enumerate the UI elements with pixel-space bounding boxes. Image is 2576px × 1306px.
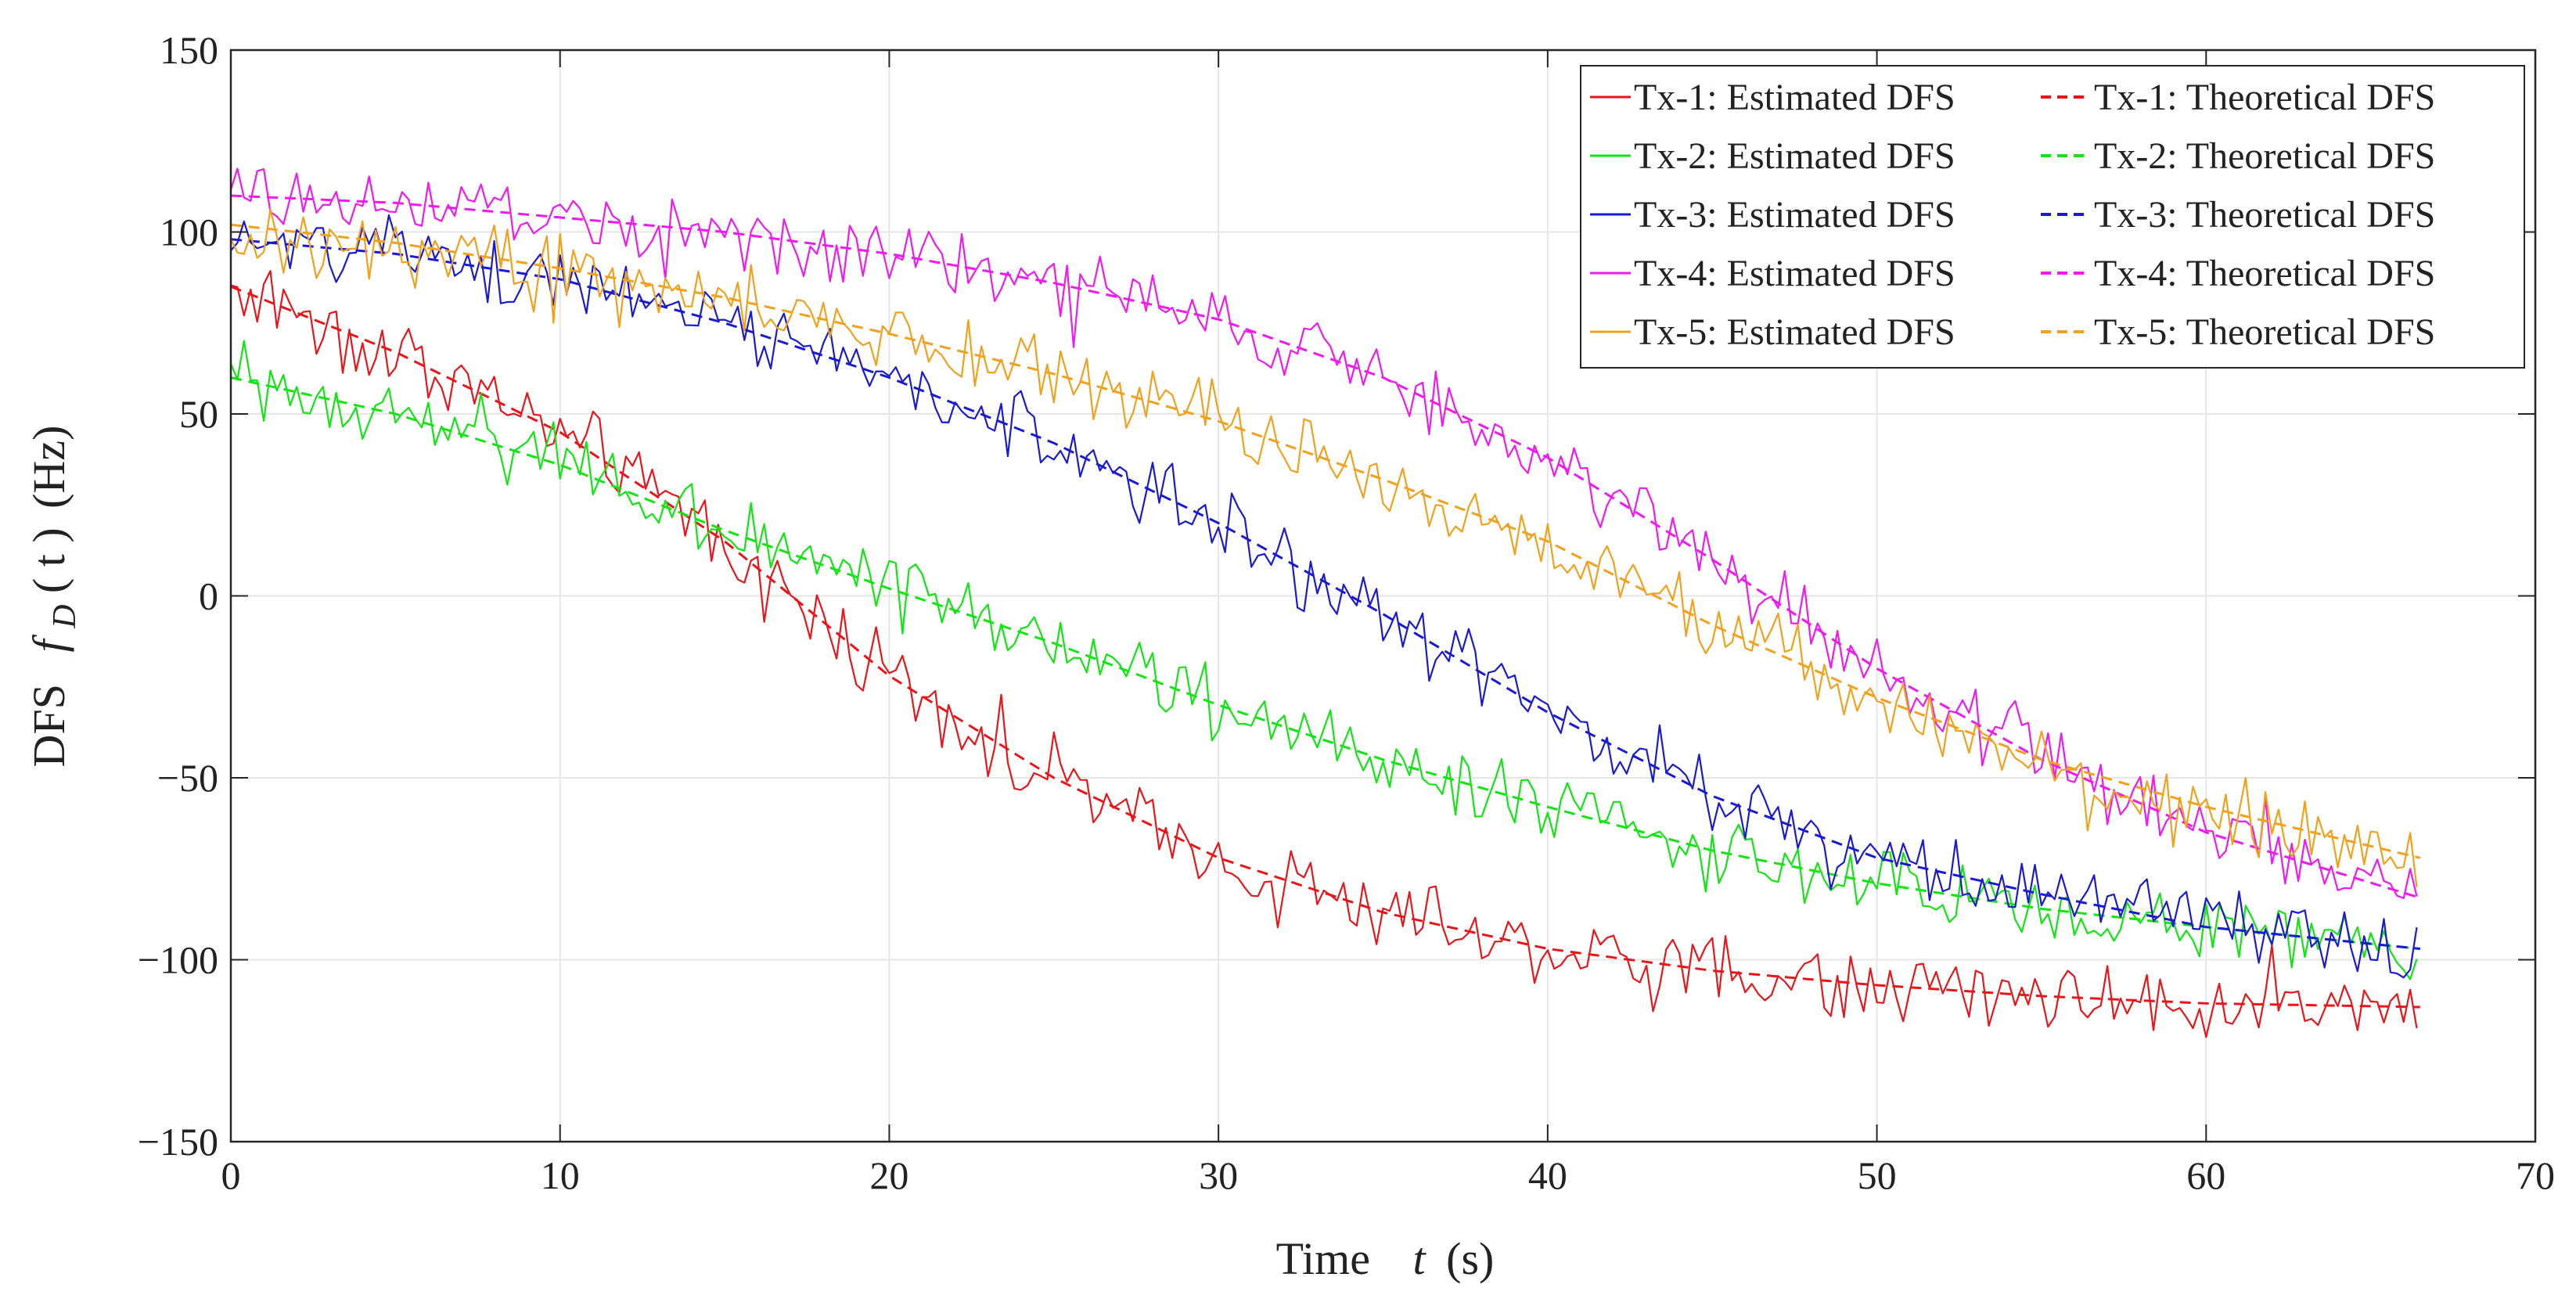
x-axis-label-prefix: Time: [1276, 1233, 1370, 1284]
series-tx-4-theoretical: [230, 194, 2421, 899]
x-axis-label-symbol: t: [1413, 1233, 1427, 1284]
y-tick-label: 150: [160, 28, 218, 72]
series-tx-5-theoretical: [230, 223, 2421, 859]
y-tick-label: 0: [199, 574, 218, 618]
series-tx-5-estimated: [230, 208, 2418, 887]
y-tick-label: 100: [160, 210, 218, 254]
y-axis-label: DFS f D ( t ) (Hz): [23, 426, 85, 768]
y-axis-label-unit: (Hz): [23, 426, 74, 509]
x-tick-label: 40: [1528, 1153, 1567, 1197]
legend-label-tx-3-estimated: Tx-3: Estimated DFS: [1634, 194, 1955, 236]
series-tx-3-theoretical: [230, 238, 2420, 950]
legend-label-tx-1-theoretical: Tx-1: Theoretical DFS: [2094, 77, 2435, 118]
x-tick-label: 70: [2516, 1153, 2555, 1197]
legend-label-tx-5-estimated: Tx-5: Estimated DFS: [1634, 311, 1955, 353]
y-tick-label: 50: [179, 392, 218, 436]
series-tx-2-theoretical: [230, 376, 2420, 950]
x-tick-label: 10: [541, 1153, 580, 1197]
series-tx-1-estimated: [230, 270, 2418, 1038]
x-tick-label: 30: [1199, 1153, 1238, 1197]
x-axis-label-unit: (s): [1446, 1233, 1494, 1284]
y-axis-label-arg: ( t ): [23, 527, 74, 593]
legend-label-tx-4-theoretical: Tx-4: Theoretical DFS: [2094, 253, 2435, 294]
legend-label-tx-1-estimated: Tx-1: Estimated DFS: [1634, 77, 1955, 118]
y-axis-label-symbol: f: [23, 635, 74, 653]
y-axis-label-prefix: DFS: [23, 684, 74, 767]
x-tick-label: 50: [1858, 1153, 1897, 1197]
x-tick-label: 60: [2186, 1153, 2225, 1197]
legend-label-tx-2-theoretical: Tx-2: Theoretical DFS: [2094, 135, 2435, 177]
axis-ticks: 0 10 20 30 40 50 60 70 −150 −100 −50 0 50 100 150: [138, 28, 2555, 1197]
x-tick-label: 20: [869, 1153, 908, 1197]
y-axis-label-subscript: D: [47, 605, 83, 629]
x-tick-label: 0: [221, 1153, 241, 1197]
series-tx-2-estimated: [229, 340, 2418, 980]
legend: Tx-1: Estimated DFS Tx-1: Theoretical DFS…: [1580, 65, 2525, 369]
y-tick-label: −100: [138, 938, 218, 982]
legend-label-tx-4-estimated: Tx-4: Estimated DFS: [1634, 253, 1955, 294]
plot-series: [229, 167, 2421, 1038]
legend-label-tx-5-theoretical: Tx-5: Theoretical DFS: [2094, 311, 2435, 353]
legend-label-tx-3-theoretical: Tx-3: Theoretical DFS: [2094, 194, 2435, 236]
legend-box: [1580, 65, 2525, 369]
y-tick-label: −150: [138, 1120, 218, 1164]
x-axis-label: Time t (s): [1276, 1233, 1495, 1284]
y-tick-label: −50: [157, 756, 218, 800]
series-tx-1-theoretical: [230, 285, 2420, 1009]
legend-label-tx-2-estimated: Tx-2: Estimated DFS: [1634, 135, 1955, 177]
